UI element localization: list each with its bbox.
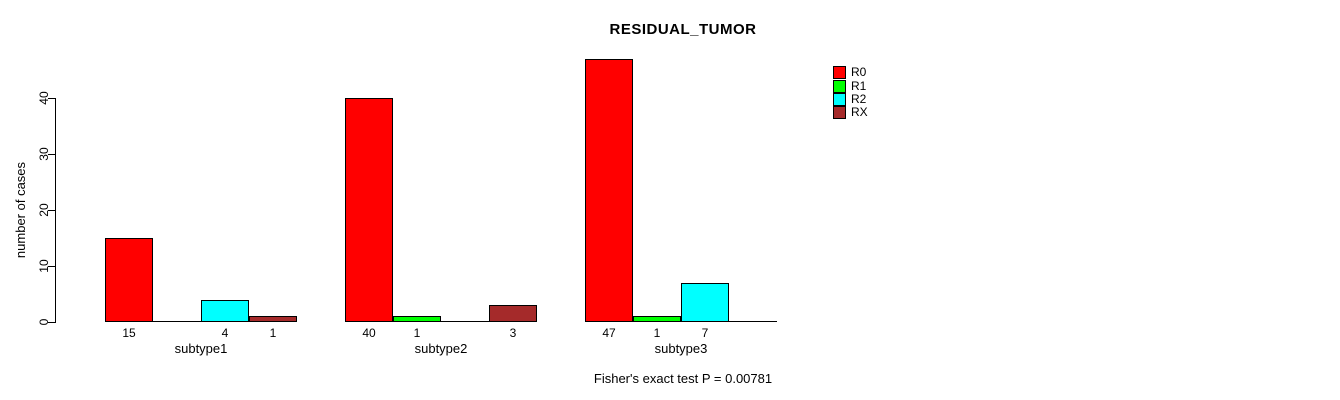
- bar-value-label: 4: [221, 326, 229, 340]
- legend-label-r0: R0: [851, 65, 867, 80]
- zero-bar-rx-subtype3: [729, 321, 777, 322]
- chart-title: RESIDUAL_TUMOR: [609, 21, 757, 38]
- category-label-subtype2: subtype2: [414, 341, 468, 356]
- y-tick-label: 30: [37, 147, 51, 161]
- y-axis-label: number of cases: [13, 161, 28, 259]
- legend-swatch-r0: [833, 66, 846, 80]
- bar-value-label: 1: [269, 326, 277, 340]
- category-label-subtype3: subtype3: [654, 341, 708, 356]
- bar-rx-subtype2: [489, 305, 537, 322]
- y-tick-mark: [48, 98, 55, 99]
- y-tick-mark: [48, 322, 55, 323]
- bar-value-label: 40: [362, 326, 376, 340]
- bar-value-label: 47: [602, 326, 616, 340]
- bar-r1-subtype2: [393, 316, 441, 322]
- y-tick-mark: [48, 266, 55, 267]
- y-tick-label: 0: [37, 318, 51, 326]
- bar-value-label: 3: [509, 326, 517, 340]
- y-axis-line: [55, 98, 56, 323]
- bar-value-label: 15: [122, 326, 136, 340]
- bar-r0-subtype1: [105, 238, 153, 322]
- bar-value-label: 1: [653, 326, 661, 340]
- legend-swatch-r2: [833, 92, 846, 106]
- legend-swatch-rx: [833, 106, 846, 120]
- legend-item-rx: RX: [833, 105, 868, 120]
- y-tick-label: 10: [37, 259, 51, 273]
- legend-swatch-r1: [833, 79, 846, 93]
- bar-value-label: 7: [701, 326, 709, 340]
- legend-label-r1: R1: [851, 78, 867, 93]
- legend-item-r0: R0: [833, 65, 868, 80]
- bar-r2-subtype1: [201, 299, 249, 322]
- legend-item-r2: R2: [833, 91, 868, 106]
- legend-label-r2: R2: [851, 91, 867, 106]
- fisher-test-annotation: Fisher's exact test P = 0.00781: [593, 371, 773, 386]
- y-tick-mark: [48, 154, 55, 155]
- y-tick-mark: [48, 210, 55, 211]
- zero-bar-r2-subtype2: [441, 321, 489, 322]
- bar-r0-subtype2: [345, 98, 393, 322]
- bar-value-label: 1: [413, 326, 421, 340]
- legend-label-rx: RX: [851, 105, 868, 120]
- bar-r0-subtype3: [585, 58, 633, 322]
- legend: R0 R1 R2 RX: [833, 66, 868, 120]
- bar-r1-subtype3: [633, 316, 681, 322]
- zero-bar-r1-subtype1: [153, 321, 201, 322]
- legend-item-r1: R1: [833, 78, 868, 93]
- y-tick-label: 40: [37, 91, 51, 105]
- y-tick-label: 20: [37, 203, 51, 217]
- category-label-subtype1: subtype1: [174, 341, 228, 356]
- bar-r2-subtype3: [681, 282, 729, 322]
- bar-rx-subtype1: [249, 316, 297, 322]
